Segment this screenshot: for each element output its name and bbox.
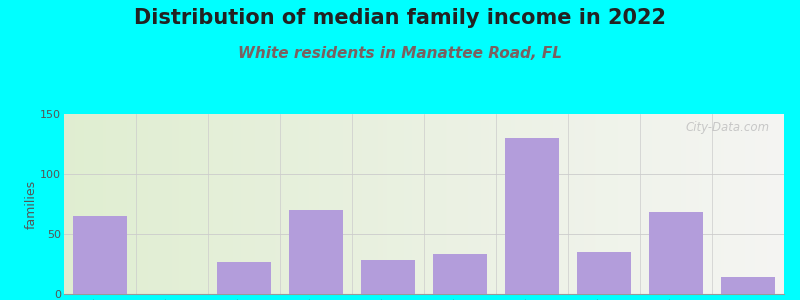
Bar xyxy=(649,212,703,294)
Text: White residents in Manattee Road, FL: White residents in Manattee Road, FL xyxy=(238,46,562,62)
Bar xyxy=(73,216,127,294)
Bar xyxy=(505,138,559,294)
Bar xyxy=(577,252,631,294)
Bar xyxy=(361,260,415,294)
Text: City-Data.com: City-Data.com xyxy=(686,121,770,134)
Bar xyxy=(721,277,775,294)
Y-axis label: families: families xyxy=(25,179,38,229)
Bar xyxy=(289,210,343,294)
Text: Distribution of median family income in 2022: Distribution of median family income in … xyxy=(134,8,666,28)
Bar xyxy=(433,254,487,294)
Bar xyxy=(217,262,271,294)
